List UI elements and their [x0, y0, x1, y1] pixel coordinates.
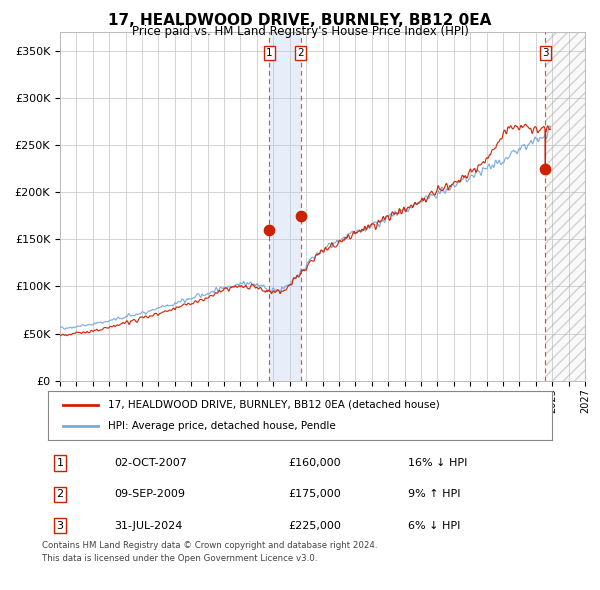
Text: 02-OCT-2007: 02-OCT-2007	[114, 458, 187, 468]
Bar	[545, 32, 585, 381]
Text: This data is licensed under the Open Government Licence v3.0.: This data is licensed under the Open Gov…	[42, 555, 317, 563]
Text: £225,000: £225,000	[288, 521, 341, 530]
Point	[265, 225, 274, 235]
Text: 2: 2	[56, 490, 64, 499]
Text: Contains HM Land Registry data © Crown copyright and database right 2024.: Contains HM Land Registry data © Crown c…	[42, 541, 377, 550]
Bar	[269, 32, 301, 381]
Bar	[545, 32, 585, 381]
Point	[296, 211, 305, 221]
Text: HPI: Average price, detached house, Pendle: HPI: Average price, detached house, Pend…	[109, 421, 336, 431]
Bar	[545, 32, 585, 381]
Text: Price paid vs. HM Land Registry's House Price Index (HPI): Price paid vs. HM Land Registry's House …	[131, 25, 469, 38]
Text: 31-JUL-2024: 31-JUL-2024	[114, 521, 182, 530]
Text: £160,000: £160,000	[288, 458, 341, 468]
Text: 3: 3	[56, 521, 64, 530]
Text: 1: 1	[266, 48, 272, 58]
Text: 9% ↑ HPI: 9% ↑ HPI	[408, 490, 461, 499]
Text: 2: 2	[298, 48, 304, 58]
Text: 16% ↓ HPI: 16% ↓ HPI	[408, 458, 467, 468]
Text: 1: 1	[56, 458, 64, 468]
Text: 3: 3	[542, 48, 548, 58]
Point	[541, 164, 550, 173]
Text: 6% ↓ HPI: 6% ↓ HPI	[408, 521, 460, 530]
Text: 09-SEP-2009: 09-SEP-2009	[114, 490, 185, 499]
Text: 17, HEALDWOOD DRIVE, BURNLEY, BB12 0EA: 17, HEALDWOOD DRIVE, BURNLEY, BB12 0EA	[109, 13, 491, 28]
Text: 17, HEALDWOOD DRIVE, BURNLEY, BB12 0EA (detached house): 17, HEALDWOOD DRIVE, BURNLEY, BB12 0EA (…	[109, 399, 440, 409]
Text: £175,000: £175,000	[288, 490, 341, 499]
